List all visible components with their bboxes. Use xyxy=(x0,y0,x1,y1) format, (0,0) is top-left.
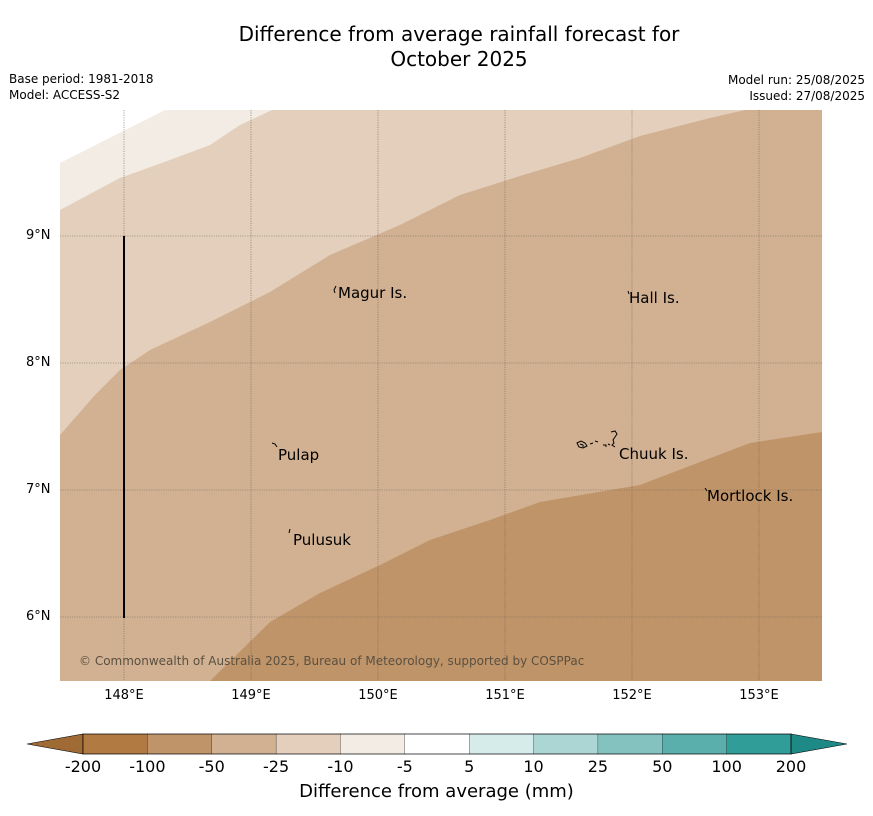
copyright-notice: © Commonwealth of Australia 2025, Bureau… xyxy=(79,654,585,668)
place-hall: Hall Is. xyxy=(629,289,680,307)
place-pulusuk: Pulusuk xyxy=(293,531,351,549)
colorbar-tick-label: 100 xyxy=(711,757,742,776)
lon-label-149e: 149°E xyxy=(231,688,271,703)
colorbar-segment xyxy=(404,733,470,755)
colorbar-segment xyxy=(147,733,213,755)
mortlock-island-shape xyxy=(704,487,708,492)
colorbar-tick-label: 5 xyxy=(464,757,475,776)
colorbar-tick-label: 10 xyxy=(523,757,544,776)
model-name: Model: ACCESS-S2 xyxy=(9,88,121,102)
chart-title: Difference from average rainfall forecas… xyxy=(0,22,873,72)
place-mortlock: Mortlock Is. xyxy=(707,487,794,505)
lat-label-6n: 6°N xyxy=(26,609,51,624)
colorbar-segment xyxy=(662,733,728,755)
colorbar-tick-label: 25 xyxy=(587,757,609,776)
colorbar-tick-label: -200 xyxy=(64,757,102,776)
title-line-2: October 2025 xyxy=(390,47,528,71)
colorbar-left-extension xyxy=(26,733,84,755)
colorbar-segment xyxy=(211,733,277,755)
colorbar xyxy=(26,733,848,755)
meta-right: Model run: 25/08/2025 Issued: 27/08/2025 xyxy=(728,72,865,104)
colorbar-segment xyxy=(533,733,599,755)
issued-date: Issued: 27/08/2025 xyxy=(749,89,865,103)
magur-island-shape xyxy=(333,285,337,294)
title-line-1: Difference from average rainfall forecas… xyxy=(238,22,680,46)
colorbar-segment xyxy=(340,733,406,755)
colorbar-tick-label: -5 xyxy=(396,757,413,776)
lat-label-8n: 8°N xyxy=(26,355,51,370)
colorbar-tick-label: 200 xyxy=(775,757,807,776)
hall-island-shape xyxy=(627,290,630,295)
colorbar-tick-label: -10 xyxy=(327,757,354,776)
colorbar-segment xyxy=(726,733,792,755)
pulap-island-shape xyxy=(271,442,278,448)
place-pulap: Pulap xyxy=(278,446,320,464)
region-minus-25 xyxy=(60,110,745,435)
pulusuk-island-shape xyxy=(288,528,291,534)
model-run: Model run: 25/08/2025 xyxy=(727,73,865,87)
colorbar-segment xyxy=(82,733,148,755)
colorbar-right-extension xyxy=(790,733,848,755)
lon-label-148e: 148°E xyxy=(104,688,144,703)
island-outlines xyxy=(271,285,708,534)
lat-label-7n: 7°N xyxy=(26,482,51,497)
colorbar-segment xyxy=(275,733,342,755)
base-period: Base period: 1981-2018 xyxy=(9,72,154,86)
map-regions xyxy=(60,110,822,681)
place-chuuk: Chuuk Is. xyxy=(619,445,689,463)
colorbar-tick-label: -50 xyxy=(198,757,225,776)
colorbar-tick-label: -25 xyxy=(263,757,290,776)
colorbar-segment xyxy=(597,733,663,755)
colorbar-segment xyxy=(469,733,535,755)
colorbar-label: Difference from average (mm) xyxy=(299,781,574,802)
lon-label-153e: 153°E xyxy=(739,688,779,703)
lon-label-151e: 151°E xyxy=(485,688,525,703)
lat-label-9n: 9°N xyxy=(26,228,51,243)
lon-label-152e: 152°E xyxy=(612,688,652,703)
colorbar-tick-label: 50 xyxy=(652,757,673,776)
meta-left: Base period: 1981-2018 Model: ACCESS-S2 xyxy=(9,71,154,103)
colorbar-tick-label: -100 xyxy=(129,757,166,776)
region-minus-100 xyxy=(210,432,822,681)
region-no-data xyxy=(60,110,165,163)
chuuk-lagoon-shape xyxy=(576,430,618,449)
lon-label-150e: 150°E xyxy=(358,688,398,703)
place-magur: Magur Is. xyxy=(338,284,408,302)
